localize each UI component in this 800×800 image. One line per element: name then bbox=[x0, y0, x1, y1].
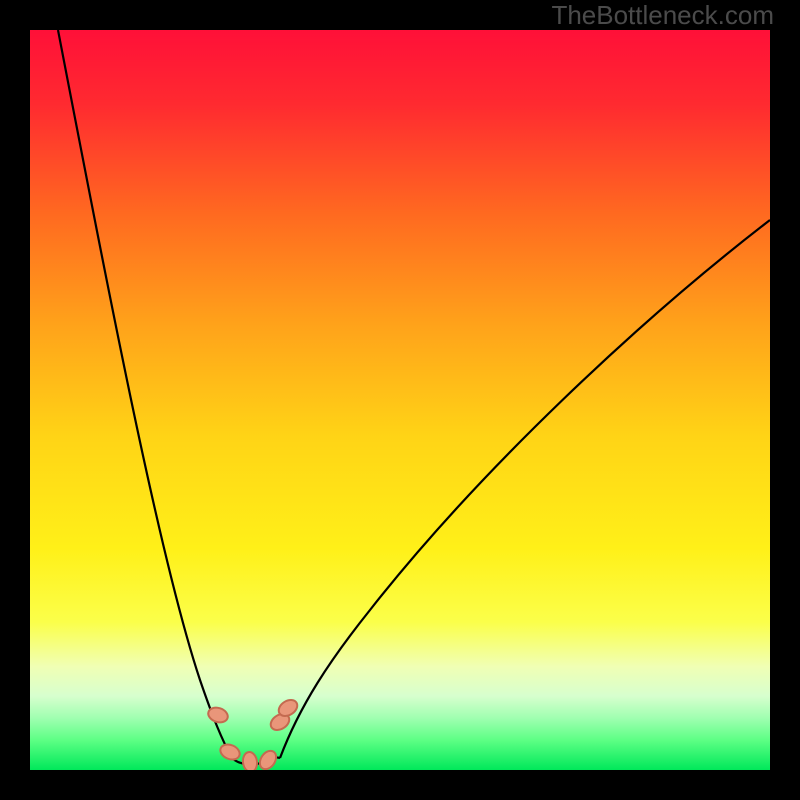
chart-frame: TheBottleneck.com bbox=[0, 0, 800, 800]
plot-area bbox=[0, 0, 800, 800]
gradient-background bbox=[30, 30, 770, 770]
watermark-text: TheBottleneck.com bbox=[551, 0, 774, 31]
chart-svg bbox=[0, 0, 800, 800]
